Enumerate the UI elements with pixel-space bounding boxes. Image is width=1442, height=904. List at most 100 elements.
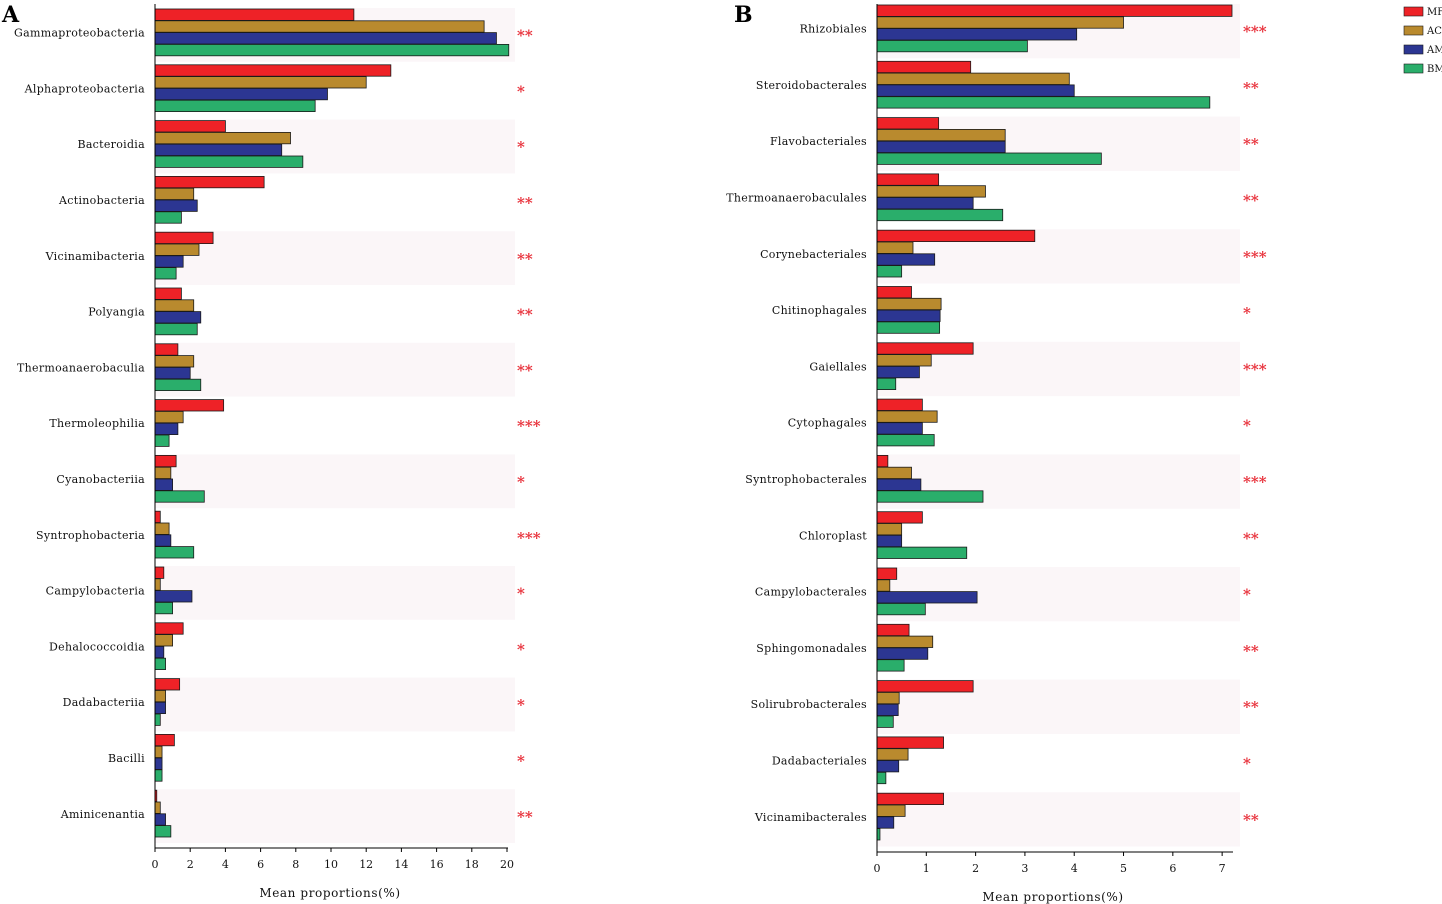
panel-a-bar-bm [154,378,202,392]
panel-b-letter: B [734,2,753,28]
panel-b-bar-mf [876,792,944,806]
panel-b-bar-mf [876,286,912,299]
panel-b-bar-ac [876,410,938,423]
panel-b-significance-mark: ** [1243,79,1259,97]
panel-a-x-tick-label: 14 [394,858,408,871]
panel-a-significance-mark: ** [517,250,533,268]
panel-b-category-label: Thermoanaerobaculales [726,192,867,205]
panel-a-significance-mark: ** [517,194,533,212]
panel-a-bar-am [154,534,172,547]
panel-b-bar-mf [876,117,940,130]
panel-a-category-label: Aminicenantia [60,808,145,821]
panel-a-bar-bm [154,322,198,336]
panel-a-bar-am [154,32,497,45]
panel-b-significance-mark: * [1243,755,1251,773]
panel-a-bar-mf [154,343,179,356]
panel-a-bar-mf [154,399,225,412]
panel-a-significance-mark: * [517,640,525,658]
panel-b-bar-bm [876,96,1211,109]
panel-b-bar-am [876,197,974,210]
panel-b-bar-am [876,365,920,379]
panel-b-bar-am [876,760,900,773]
panel-a-category-label: Actinobacteria [58,194,145,207]
panel-b-bar-bm [876,659,905,672]
panel-a-significance-mark: * [517,585,525,603]
panel-b-bar-am [876,28,1078,41]
panel-a-bar-bm [154,155,304,168]
panel-a-bar-bm [154,211,182,224]
panel-a-significance-mark: ** [517,27,533,45]
panel-a-bar-mf [154,120,226,133]
panel-b-bar-ac [876,72,1070,85]
panel-b-significance-mark: * [1243,417,1251,435]
panel-a-bar-ac [154,355,195,368]
panel-a-bar-mf [154,622,184,635]
panel-b-category-label: Flavobacteriales [770,135,867,148]
panel-a-x-tick-label: 10 [324,858,338,871]
panel-b-bar-mf [876,398,923,411]
panel-a-category-label: Vicinamibacteria [45,250,146,263]
panel-a-bar-bm [154,44,510,57]
panel-b-bar-ac [876,804,906,817]
panel-a-bar-am [154,646,165,659]
panel-b-significance-mark: *** [1243,360,1267,378]
panel-b-bar-bm [876,434,935,447]
panel-b-category-label: Chloroplast [799,529,867,542]
panel-a-bar-ac [154,76,367,89]
panel-b-bar-mf [876,680,974,693]
panel-b-category-label: Campylobacterales [755,586,867,599]
panel-a-bar-am [154,422,179,436]
panel-b-category-label: Corynebacteriales [760,248,867,261]
panel-b-bar-bm [876,771,887,785]
panel-b-bar-bm [876,715,894,728]
legend-label-ac: AC [1426,26,1442,37]
panel-a: A 0 2 4 6 8 10 12 14 16 18 20 Gammaproteobacteria *… [1,2,541,900]
panel-a-bar-am [154,143,283,156]
panel-b-bar-ac [876,523,903,536]
panel-a-significance-mark: * [517,82,525,100]
panel-b-x-tick-label: 2 [972,862,979,875]
panel-b-category-label: Rhizobiales [800,23,867,36]
panel-b-bar-mf [876,342,974,355]
panel-a-category-label: Dehalococcoidia [49,640,145,653]
panel-a-bar-ac [154,187,195,200]
panel-b-bar-ac [876,128,1006,142]
panel-a-category-label: Thermoanaerobaculia [17,361,145,374]
panel-a-row-band [155,231,515,285]
panel-b-significance-mark: *** [1243,23,1267,41]
panel-b-bar-mf [876,173,940,186]
panel-a-x-tick-label: 0 [152,858,159,871]
panel-b-bar-am [876,478,922,491]
legend-label-mf: MF [1427,7,1442,18]
panel-b-bar-am [876,253,936,266]
panel-b-x-tick-label: 0 [874,862,881,875]
panel-a-bar-ac [154,578,161,591]
panel-a-bar-am [154,701,166,715]
panel-b-bar-am [876,309,941,322]
panel-a-row-band [155,454,515,509]
panel-b-bar-am [876,703,899,717]
panel-b-bar-mf [876,229,1036,242]
panel-b-x-tick-label: 3 [1021,862,1028,875]
panel-b-significance-mark: * [1243,586,1251,604]
panel-a-bar-bm [154,99,316,112]
panel-a-x-tick-label: 12 [359,858,373,871]
panel-b-x-tick-label: 1 [923,862,930,875]
panel-b-significance-mark: * [1243,304,1251,322]
panel-a-row-band [155,677,515,732]
panel-b-bar-ac [876,692,900,705]
panel-b-significance-mark: *** [1243,248,1267,266]
panel-a-bar-ac [154,20,485,33]
legend-label-am: AM [1426,45,1442,56]
panel-b-x-axis-title: Mean proportions(%) [982,890,1123,904]
panel-a-bar-ac [154,299,195,312]
panel-a-bar-ac [154,410,184,424]
panel-b-bar-am [876,84,1075,97]
panel-a-x-tick-label: 8 [292,858,299,871]
panel-a-category-label: Polyangia [88,306,145,319]
panel-a-bar-mf [154,454,177,468]
panel-b-bar-ac [876,579,891,592]
panel-b-significance-mark: ** [1243,698,1259,716]
panel-b-bar-bm [876,321,941,334]
